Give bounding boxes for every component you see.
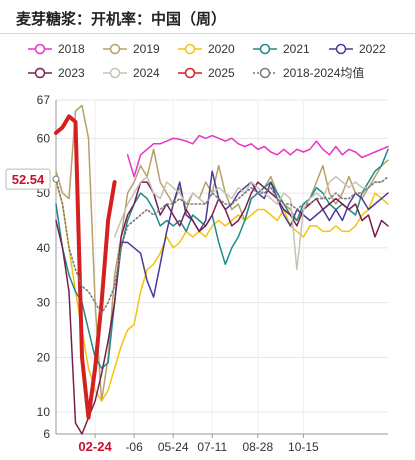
chart-title: 麦芽糖浆：开机率：中国（周） bbox=[16, 10, 227, 28]
x-tick-label: -06 bbox=[125, 440, 143, 454]
legend-label: 2018-2024均值 bbox=[283, 65, 364, 80]
series-line-2024 bbox=[113, 175, 383, 271]
y-tick-label: 60 bbox=[37, 131, 51, 145]
series-line-2025 bbox=[54, 114, 117, 420]
x-tick-label: 02-24 bbox=[78, 439, 112, 454]
series-lines bbox=[54, 104, 389, 435]
legend-swatch-marker bbox=[184, 67, 196, 79]
legend-swatch-marker bbox=[259, 43, 271, 55]
x-tick-label: 08-28 bbox=[242, 440, 273, 454]
legend-swatch-marker bbox=[259, 67, 271, 79]
series-line-2019 bbox=[55, 104, 389, 402]
series-line-2018 bbox=[126, 134, 389, 178]
y-tick-label: 40 bbox=[37, 241, 51, 255]
series-line-2020 bbox=[55, 181, 389, 402]
y-tick-label: 10 bbox=[37, 405, 51, 419]
legend-swatch-marker bbox=[109, 43, 121, 55]
legend-swatch-marker bbox=[184, 43, 196, 55]
legend-swatch-marker bbox=[34, 67, 46, 79]
series-line-2018-2024均值 bbox=[55, 175, 389, 315]
grid bbox=[56, 99, 388, 435]
y-tick-label: 67 bbox=[37, 93, 51, 107]
y-tick-label: 30 bbox=[37, 296, 51, 310]
legend-label: 2023 bbox=[58, 66, 85, 80]
highlight-value-label: 52.54 bbox=[12, 172, 45, 187]
legend-label: 2020 bbox=[208, 42, 235, 56]
legend-label: 2018 bbox=[58, 42, 85, 56]
legend-swatch-marker bbox=[34, 43, 46, 55]
legend-label: 2021 bbox=[283, 42, 310, 56]
axes bbox=[55, 100, 388, 438]
legend-label: 2019 bbox=[133, 42, 160, 56]
legend-label: 2025 bbox=[208, 66, 235, 80]
legend-swatch-marker bbox=[335, 43, 347, 55]
x-tick-label: 07-11 bbox=[197, 440, 227, 454]
x-tick-label: 10-15 bbox=[288, 440, 319, 454]
title-divider bbox=[0, 33, 415, 34]
legend: 2018 2019 2020 2021 2022 2023 2024 2025 2018-202… bbox=[28, 42, 386, 80]
highlight-value-marker bbox=[52, 175, 60, 183]
legend-label: 2024 bbox=[133, 66, 160, 80]
legend-label: 2022 bbox=[359, 42, 386, 56]
series-line-2023 bbox=[55, 181, 389, 435]
x-tick-label: 05-24 bbox=[158, 440, 189, 454]
highlight-value-box bbox=[5, 168, 51, 190]
y-tick-label: 20 bbox=[37, 350, 51, 364]
y-tick-label: 6 bbox=[43, 427, 50, 441]
legend-swatch-marker bbox=[109, 67, 121, 79]
series-line-2021 bbox=[55, 148, 389, 370]
